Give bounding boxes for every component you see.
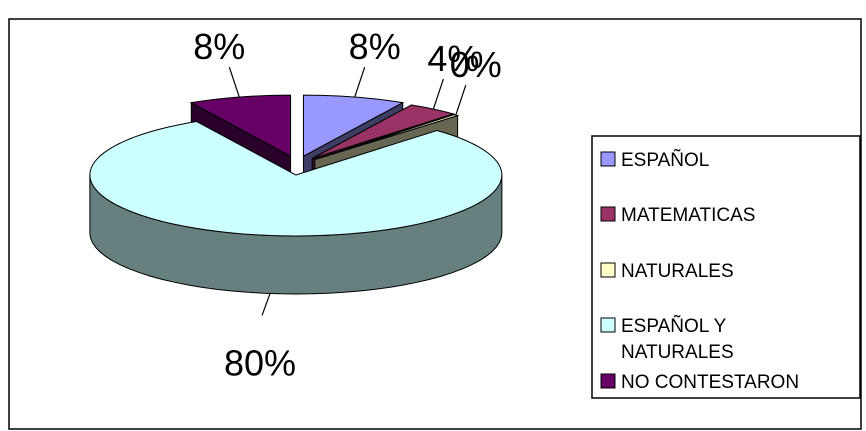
leader-line-espanol-y-naturales xyxy=(261,293,271,316)
leader-line-espanol xyxy=(354,66,366,98)
pie-leaders xyxy=(228,66,467,316)
pie-slice-no-contestaron xyxy=(189,94,292,157)
leader-line-naturales xyxy=(455,84,467,116)
legend-swatch-espanol-y-naturales xyxy=(600,317,616,333)
legend-swatch-matematicas xyxy=(600,206,616,222)
legend-label-espanol: ESPAÑOL xyxy=(621,149,709,171)
leader-line-matematicas xyxy=(432,78,444,110)
data-label-espanol: 8% xyxy=(349,26,401,67)
data-label-naturales: 0% xyxy=(450,44,502,85)
pie-slice-espanol-y-naturales xyxy=(89,120,503,237)
pie-labels: 8% 4%0% 80% 8% xyxy=(193,26,502,383)
data-label-no-contestaron: 8% xyxy=(193,26,245,67)
legend-label-matematicas: MATEMATICAS xyxy=(621,205,755,226)
legend-label-espanol-y-naturales-2: NATURALES xyxy=(621,342,734,363)
legend-swatch-espanol xyxy=(600,151,616,167)
legend-swatch-no-contestaron xyxy=(600,373,616,389)
data-label-matematicas: 4% xyxy=(427,38,479,79)
legend-box xyxy=(591,135,861,399)
legend: ESPAÑOL MATEMATICAS NATURALES ESPAÑOL Y NATU… xyxy=(591,135,861,399)
legend-label-no-contestaron: NO CONTESTARON xyxy=(621,372,799,393)
legend-label-naturales: NATURALES xyxy=(621,261,734,282)
legend-swatch-naturales xyxy=(600,262,616,278)
leader-line-no-contestaron xyxy=(228,66,240,98)
pie-tops xyxy=(89,94,503,237)
data-label-espanol-y-naturales: 80% xyxy=(224,342,296,383)
legend-label-espanol-y-naturales-1: ESPAÑOL Y xyxy=(621,315,727,337)
pie-slice-espanol xyxy=(302,94,405,157)
